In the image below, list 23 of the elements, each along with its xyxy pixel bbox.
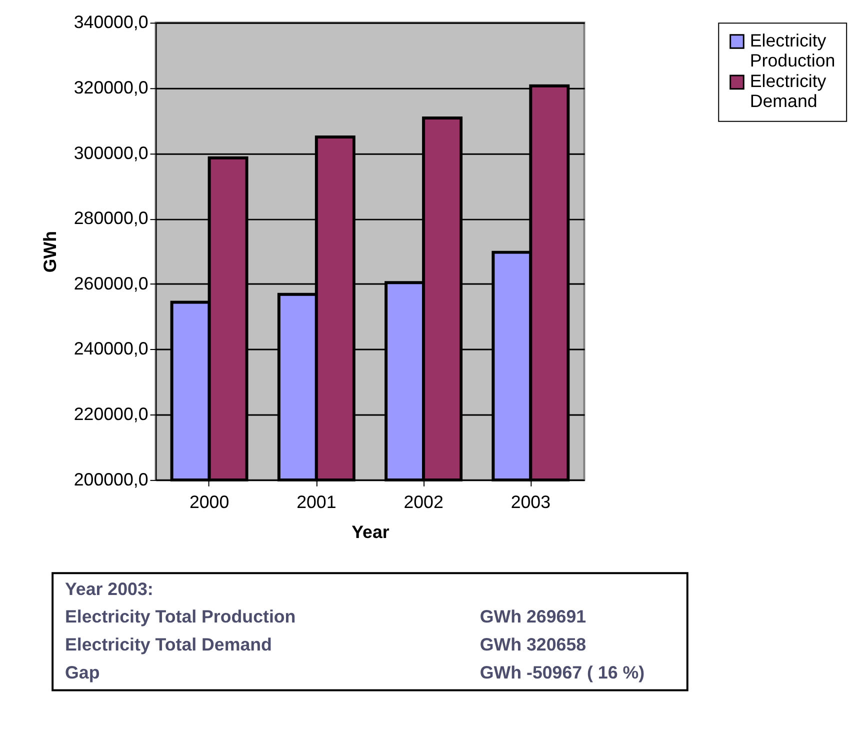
y-axis-title: GWh <box>40 230 60 273</box>
y-tick-label: 200000,0 <box>74 469 148 490</box>
x-tick-label: 2000 <box>189 492 230 512</box>
y-tick-label: 300000,0 <box>74 142 148 163</box>
x-axis-title: Year <box>352 522 390 542</box>
text: Electricity Total Production <box>65 606 296 627</box>
text: GWh 320658 <box>480 634 586 655</box>
y-tick-label: 240000,0 <box>74 338 148 359</box>
y-tick-label: 220000,0 <box>74 404 148 424</box>
x-tick-label: 2003 <box>510 492 551 512</box>
y-tick-label: 260000,0 <box>74 273 148 294</box>
y-tick-label: 320000,0 <box>74 77 148 98</box>
legend-label: Electricity Demand <box>750 71 826 111</box>
x-tick-label: 2001 <box>296 492 336 512</box>
text: Gap <box>65 662 100 682</box>
y-tick-label: 280000,0 <box>74 208 148 228</box>
x-tick-label: 2002 <box>404 492 444 512</box>
text: GWh -50967 ( 16 %) <box>480 662 645 682</box>
text: GWh 269691 <box>480 606 586 627</box>
text: Year 2003: <box>65 578 154 599</box>
y-tick-label: 340000,0 <box>74 12 148 32</box>
text: Electricity Total Demand <box>65 634 272 655</box>
legend-label: Electricity Production <box>750 30 836 70</box>
